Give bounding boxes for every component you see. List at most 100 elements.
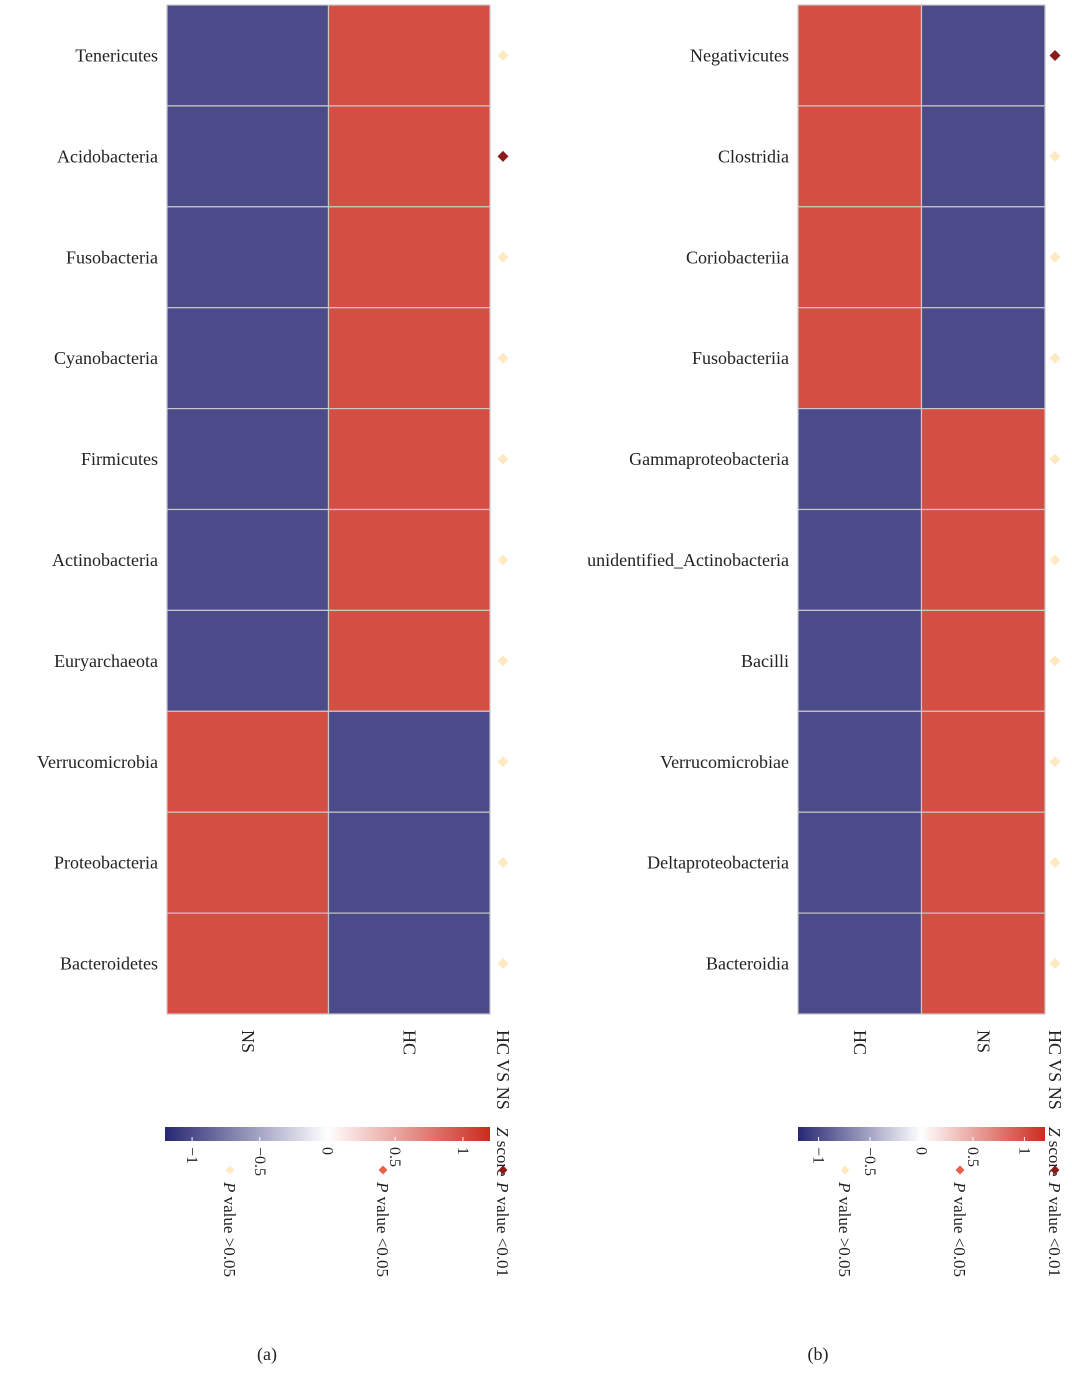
row-label: Verrucomicrobia — [37, 752, 158, 772]
heatmap-cell — [797, 408, 923, 511]
significance-marker — [497, 352, 509, 364]
significance-marker — [1049, 453, 1061, 465]
colorbar-title: Z score — [1045, 1127, 1064, 1177]
significance-marker — [497, 655, 509, 667]
row-label: Tenericutes — [75, 45, 158, 65]
heatmap-cell — [797, 307, 923, 410]
legend-label: P value <0.01 — [493, 1181, 512, 1277]
colorbar — [165, 1127, 490, 1141]
significance-marker — [1049, 352, 1061, 364]
row-label: Firmicutes — [81, 449, 158, 469]
heatmap-cell — [920, 105, 1046, 208]
legend-label: P value <0.01 — [1045, 1181, 1064, 1277]
significance-marker — [1049, 655, 1061, 667]
heatmap-cell — [797, 609, 923, 712]
heatmap-cell — [327, 609, 491, 712]
colorbar-tick-label: −0.5 — [861, 1147, 878, 1176]
heatmap-cell — [797, 811, 923, 914]
legend-marker — [498, 1165, 508, 1175]
row-label: Acidobacteria — [57, 146, 158, 166]
colorbar-tick-label: 0 — [913, 1147, 930, 1155]
heatmap-cell — [166, 408, 330, 511]
colorbar-tick-label: 1 — [1015, 1147, 1032, 1155]
column-label: HC — [399, 1030, 419, 1055]
significance-marker — [497, 150, 509, 162]
heatmap-cell — [797, 508, 923, 612]
heatmap-cell — [327, 408, 491, 511]
row-label: Euryarchaeota — [54, 651, 158, 671]
column-label: HC — [850, 1030, 870, 1055]
heatmap-cell — [166, 206, 330, 309]
colorbar-tick-label: −0.5 — [251, 1147, 268, 1176]
row-label: Fusobacteriia — [692, 348, 789, 368]
heatmap-cell — [920, 4, 1046, 107]
significance-marker — [497, 453, 509, 465]
row-label: Bacilli — [741, 651, 789, 671]
colorbar — [798, 1127, 1045, 1141]
heatmap-cell — [920, 609, 1046, 712]
significance-marker — [1049, 857, 1061, 869]
significance-marker — [497, 857, 509, 869]
heatmap-cell — [920, 811, 1046, 914]
heatmap-cell — [327, 710, 491, 813]
legend-label: P value >0.05 — [220, 1181, 239, 1277]
heatmap-cell — [166, 307, 330, 410]
significance-marker — [1049, 554, 1061, 566]
row-label: Verrucomicrobiae — [660, 752, 789, 772]
heatmap-cell — [327, 4, 491, 107]
significance-marker — [497, 554, 509, 566]
heatmap-cell — [797, 912, 923, 1015]
heatmap-cell — [166, 710, 330, 813]
row-label: Negativicutes — [690, 45, 789, 65]
significance-marker — [1049, 251, 1061, 263]
heatmap-cell — [920, 912, 1046, 1015]
heatmap-cell — [327, 508, 491, 612]
legend-label: P value >0.05 — [835, 1181, 854, 1277]
heatmap-cell — [920, 206, 1046, 309]
row-label: Bacteroidia — [706, 954, 789, 974]
heatmap-cell — [166, 105, 330, 208]
heatmap-cell — [797, 710, 923, 813]
significance-column-label: HC VS NS — [1045, 1030, 1065, 1110]
heatmap-cell — [327, 811, 491, 914]
heatmap-cell — [327, 307, 491, 410]
heatmap-cell — [920, 307, 1046, 410]
significance-marker — [497, 958, 509, 970]
heatmap-cell — [797, 4, 923, 107]
row-label: Gammaproteobacteria — [629, 449, 789, 469]
heatmap-cell — [166, 508, 330, 612]
significance-marker — [497, 49, 509, 61]
column-label: NS — [238, 1030, 258, 1053]
legend-marker — [225, 1165, 235, 1175]
panel-a-heatmap: Tenericutes Acidobacteria Fusobacteria Cyan… — [37, 4, 513, 1365]
panel-b-heatmap: Negativicutes Clostridia Coriobacteriia Fus… — [587, 4, 1065, 1365]
row-label: unidentified_Actinobacteria — [587, 550, 789, 570]
legend-marker — [378, 1165, 388, 1175]
row-label: Fusobacteria — [66, 247, 158, 267]
heatmap-cell — [166, 912, 330, 1015]
row-label: Proteobacteria — [54, 853, 158, 873]
legend-marker — [1050, 1165, 1060, 1175]
colorbar-tick-label: −1 — [183, 1147, 200, 1164]
heatmap-cell — [166, 4, 330, 107]
legend-marker — [840, 1165, 850, 1175]
colorbar-tick-label: 0.5 — [386, 1147, 403, 1167]
significance-marker — [1049, 756, 1061, 768]
heatmap-cell — [327, 206, 491, 309]
colorbar-tick-label: −1 — [810, 1147, 827, 1164]
panel-label: (a) — [257, 1344, 277, 1365]
heatmap-cell — [166, 609, 330, 712]
legend-label: P value <0.05 — [373, 1181, 392, 1277]
significance-marker — [1049, 150, 1061, 162]
colorbar-tick-label: 1 — [454, 1147, 471, 1155]
significance-marker — [497, 251, 509, 263]
significance-marker — [497, 756, 509, 768]
legend-marker — [955, 1165, 965, 1175]
heatmap-cell — [920, 508, 1046, 612]
row-label: Actinobacteria — [52, 550, 158, 570]
significance-marker — [1049, 49, 1061, 61]
colorbar-title: Z score — [493, 1127, 512, 1177]
heatmap-cell — [797, 206, 923, 309]
colorbar-tick-label: 0 — [319, 1147, 336, 1155]
